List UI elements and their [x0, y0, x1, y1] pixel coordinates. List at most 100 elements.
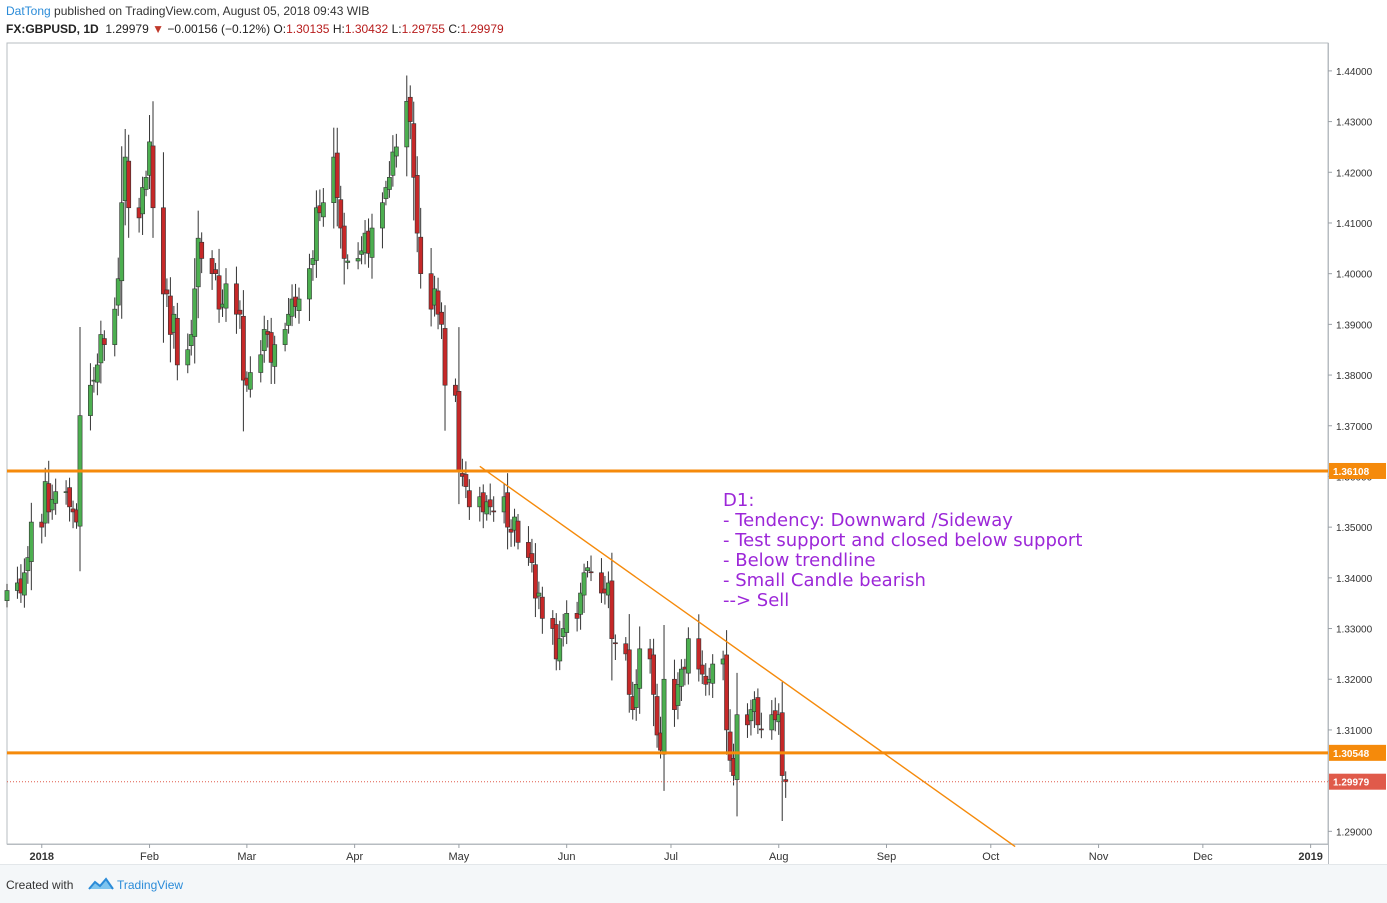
candle-body — [334, 152, 340, 198]
last-price-tag — [1329, 773, 1386, 790]
candle-body — [515, 520, 521, 543]
price-tick-label: 1.35000 — [1336, 523, 1373, 534]
candle-body — [112, 308, 118, 345]
candle-body — [195, 237, 201, 288]
candle-body — [599, 572, 604, 594]
time-tick-label: 2018 — [30, 851, 54, 863]
candle-body — [550, 618, 556, 629]
candle-body — [143, 177, 149, 190]
candle-body — [192, 288, 198, 337]
candle-body — [289, 298, 295, 317]
candle-body — [758, 728, 764, 731]
time-tick-label: Apr — [346, 851, 363, 863]
plot-background — [6, 42, 1329, 845]
candle-body — [407, 96, 413, 122]
candle-body — [411, 123, 417, 178]
candle-body — [46, 483, 52, 513]
candle-body — [216, 275, 222, 310]
candle-body — [188, 334, 194, 346]
candle-body — [755, 697, 761, 726]
candle-body — [588, 571, 594, 574]
author-link[interactable]: DatTong — [6, 4, 51, 18]
candle-body — [699, 664, 705, 675]
candle-body — [282, 329, 288, 345]
level-price-label: 1.30548 — [1333, 749, 1370, 760]
candle-body — [623, 643, 629, 655]
price-tick-label: 1.38000 — [1336, 371, 1373, 382]
candle-body — [199, 241, 205, 259]
candle-body — [487, 499, 493, 508]
analysis-note[interactable]: D1: - Tendency: Downward /Sideway - Test s… — [723, 491, 1082, 611]
candle-body — [161, 207, 166, 295]
published-text: published on TradingView.com, August 05,… — [54, 4, 370, 18]
analysis-note-line: - Small Candle bearish — [723, 570, 926, 591]
candle-body — [119, 202, 125, 282]
time-tick-label: Oct — [982, 851, 999, 863]
candle-body — [453, 384, 458, 396]
candle-body — [39, 521, 45, 528]
candle-body — [49, 498, 55, 511]
candle-body — [539, 596, 545, 619]
candle-body — [67, 487, 72, 508]
price-tick-label: 1.39000 — [1336, 320, 1373, 331]
candle-body — [418, 236, 424, 274]
candle-body — [675, 684, 681, 706]
tradingview-logo-icon[interactable] — [88, 877, 114, 891]
candle-body — [341, 225, 347, 259]
candle-body — [185, 349, 191, 366]
time-tick-label: Feb — [140, 851, 159, 863]
price-chart[interactable]: 1.290001.300001.310001.320001.330001.340… — [0, 0, 1387, 864]
candle-body — [637, 648, 643, 689]
candle-body — [414, 175, 420, 234]
candle-body — [223, 283, 229, 309]
candle-body — [696, 638, 702, 670]
price-tick-label: 1.32000 — [1336, 675, 1373, 686]
level-price-label: 1.36108 — [1333, 467, 1370, 478]
candle-body — [612, 642, 618, 645]
candle-body — [115, 278, 121, 306]
candle-body — [779, 712, 785, 776]
symbol-label[interactable]: FX:GBPUSD, 1D — [6, 22, 99, 36]
candle-body — [234, 283, 239, 315]
open-value: 1.30135 — [286, 22, 330, 36]
candle-body — [557, 638, 563, 662]
candles — [4, 75, 789, 822]
candle-body — [286, 313, 291, 326]
price-axis[interactable]: 1.290001.300001.310001.320001.330001.340… — [1328, 67, 1373, 838]
price-labels: 1.36108 1.30548 1.29979 — [1329, 462, 1386, 790]
candle-body — [769, 714, 775, 731]
analysis-note-line: - Tendency: Downward /Sideway — [723, 510, 1013, 531]
change-text: −0.00156 (−0.12%) — [167, 22, 271, 36]
candle-body — [651, 654, 656, 695]
candle-body — [491, 510, 497, 513]
candle-body — [536, 592, 542, 597]
price-tick-label: 1.42000 — [1336, 168, 1373, 179]
last-price-label: 1.29979 — [1333, 778, 1370, 789]
trendline[interactable] — [479, 465, 1016, 848]
candle-body — [505, 492, 510, 528]
candle-body — [383, 187, 389, 199]
analysis-note-line: --> Sell — [723, 590, 790, 611]
footer: Created with TradingView — [0, 864, 1387, 903]
time-tick-label: Dec — [1193, 851, 1213, 863]
candle-body — [526, 542, 531, 558]
candle-body — [404, 101, 410, 148]
candle-body — [150, 145, 156, 209]
candle-body — [4, 590, 10, 601]
candle-body — [126, 160, 132, 209]
candle-body — [313, 207, 319, 261]
tradingview-brand-link[interactable]: TradingView — [117, 878, 184, 892]
time-axis[interactable]: 2018 Feb Mar Apr May Jun Jul Aug Sep Oct Nov Dec 201… — [30, 844, 1323, 863]
low-value: 1.29755 — [401, 22, 445, 36]
candle-body — [442, 328, 448, 386]
open-label: O: — [273, 22, 287, 36]
candle-body — [734, 714, 740, 780]
candle-body — [574, 613, 580, 619]
candle-body — [98, 334, 104, 364]
candle-body — [380, 202, 385, 229]
candle-body — [272, 344, 278, 367]
candle-body — [578, 592, 583, 615]
candle-body — [532, 564, 538, 599]
candle-body — [393, 146, 399, 157]
candle-body — [386, 177, 392, 190]
